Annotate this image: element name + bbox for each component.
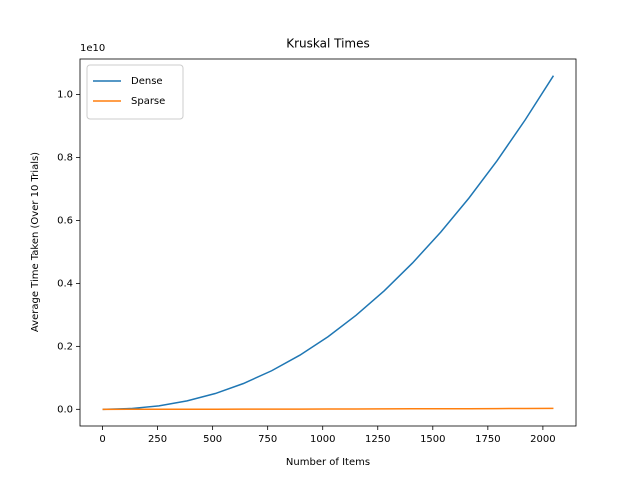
data-line	[102, 407, 554, 411]
x-tick-label: 750	[258, 434, 277, 445]
x-tick-label: 1500	[420, 434, 445, 445]
plot-frame	[79, 58, 577, 427]
x-tick-label: 250	[148, 434, 167, 445]
y-tick-label: 0.8	[57, 153, 73, 164]
x-tick-label: 1000	[310, 434, 335, 445]
y-offset-label: 1e10	[80, 43, 105, 54]
x-tick-label: 0	[99, 434, 105, 445]
legend-label: Dense	[131, 76, 163, 87]
y-tick-label: 0.2	[57, 341, 73, 352]
chart-title: Kruskal Times	[286, 37, 370, 51]
y-tick-label: 0.4	[57, 278, 73, 289]
y-tick-label: 0.6	[57, 215, 73, 226]
y-axis-label: Average Time Taken (Over 10 Trials)	[30, 152, 41, 332]
x-tick-label: 1750	[475, 434, 500, 445]
data-line	[102, 75, 555, 411]
x-axis-label: Number of Items	[286, 457, 370, 468]
x-tick-label: 1250	[365, 434, 390, 445]
legend-label: Sparse	[131, 96, 165, 107]
y-tick-label: 1.0	[57, 90, 73, 101]
x-tick-label: 500	[203, 434, 222, 445]
y-tick-label: 0.0	[57, 404, 73, 415]
x-tick-label: 2000	[530, 434, 555, 445]
legend-box	[86, 64, 184, 120]
